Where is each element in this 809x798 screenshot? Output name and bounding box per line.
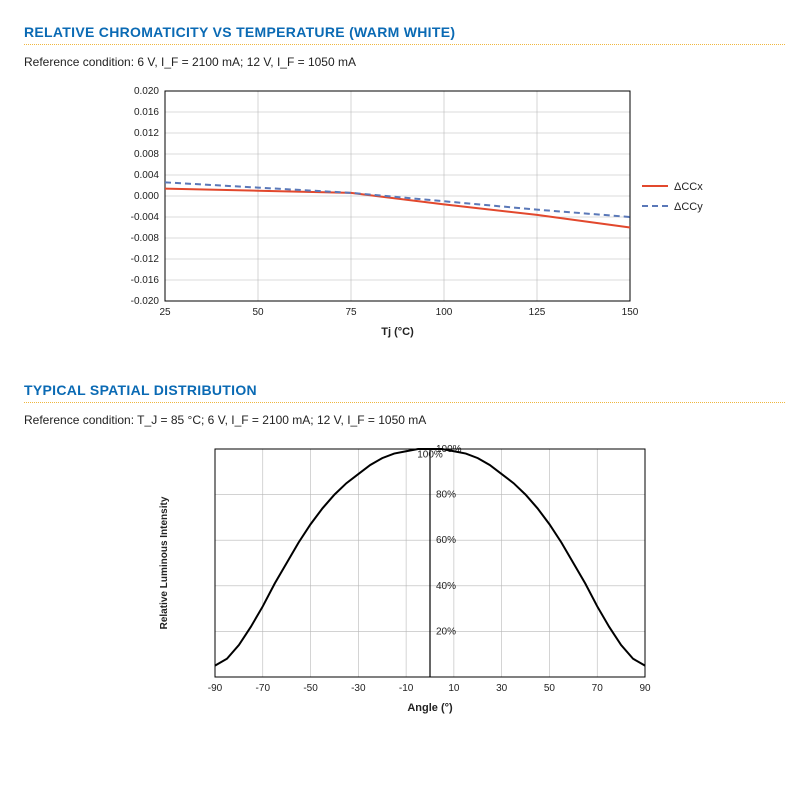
svg-text:100%: 100% — [417, 449, 443, 460]
svg-text:40%: 40% — [436, 581, 456, 592]
svg-text:0.004: 0.004 — [133, 170, 158, 181]
svg-text:Angle (°): Angle (°) — [407, 702, 453, 714]
svg-text:60%: 60% — [436, 535, 456, 546]
svg-text:0.000: 0.000 — [133, 191, 158, 202]
section-title-chromaticity: RELATIVE CHROMATICITY VS TEMPERATURE (WA… — [24, 24, 785, 40]
svg-text:50: 50 — [252, 307, 264, 318]
chart-spatial: -90 -70 -50 -30 -10 10 30 50 70 90 20% 40% 60% 80% 100… — [24, 439, 785, 724]
reference-condition-2: Reference condition: T_J = 85 °C; 6 V, I… — [24, 413, 785, 427]
svg-text:10: 10 — [448, 683, 460, 694]
svg-text:-10: -10 — [398, 683, 413, 694]
svg-text:-0.016: -0.016 — [130, 275, 159, 286]
svg-text:20%: 20% — [436, 626, 456, 637]
svg-text:-0.012: -0.012 — [130, 254, 159, 265]
svg-text:100: 100 — [435, 307, 452, 318]
svg-text:150: 150 — [621, 307, 638, 318]
divider — [24, 44, 785, 45]
svg-text:-70: -70 — [255, 683, 270, 694]
chart-chromaticity: 25 50 75 100 125 150 -0.020 -0.016 -0.012 -0.008 -… — [24, 81, 785, 346]
svg-text:50: 50 — [543, 683, 555, 694]
svg-text:-50: -50 — [303, 683, 318, 694]
svg-text:80%: 80% — [436, 490, 456, 501]
svg-text:70: 70 — [591, 683, 603, 694]
svg-text:0.020: 0.020 — [133, 86, 158, 97]
section-title-spatial: TYPICAL SPATIAL DISTRIBUTION — [24, 382, 785, 398]
divider — [24, 402, 785, 403]
svg-text:ΔCCx: ΔCCx — [674, 181, 703, 193]
svg-text:0.012: 0.012 — [133, 128, 158, 139]
svg-text:-0.020: -0.020 — [130, 296, 159, 307]
svg-text:125: 125 — [528, 307, 545, 318]
svg-text:-0.004: -0.004 — [130, 212, 159, 223]
reference-condition-1: Reference condition: 6 V, I_F = 2100 mA;… — [24, 55, 785, 69]
svg-text:-0.008: -0.008 — [130, 233, 159, 244]
svg-text:90: 90 — [639, 683, 651, 694]
svg-text:30: 30 — [496, 683, 508, 694]
svg-text:0.016: 0.016 — [133, 107, 158, 118]
svg-text:25: 25 — [159, 307, 171, 318]
svg-text:-90: -90 — [207, 683, 222, 694]
svg-text:ΔCCy: ΔCCy — [674, 201, 703, 213]
svg-text:0.008: 0.008 — [133, 149, 158, 160]
svg-text:75: 75 — [345, 307, 357, 318]
svg-text:Relative Luminous Intensity: Relative Luminous Intensity — [159, 496, 170, 629]
svg-text:Tj (°C): Tj (°C) — [381, 326, 414, 338]
svg-text:-30: -30 — [351, 683, 366, 694]
